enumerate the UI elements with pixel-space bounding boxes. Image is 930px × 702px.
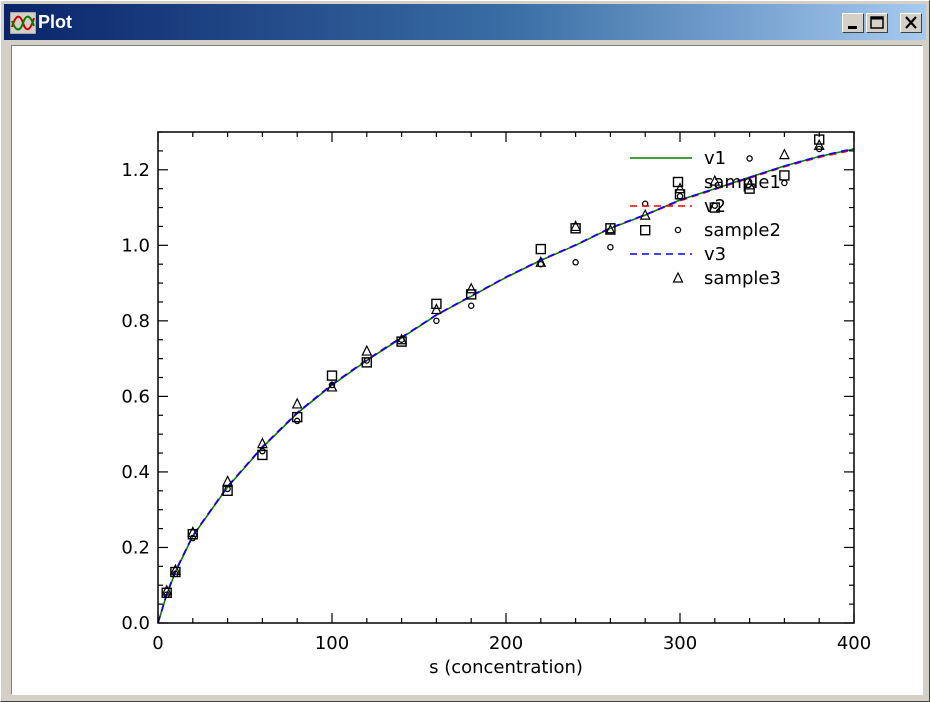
legend-label-sample3: sample3 [704,268,781,289]
data-point-sample1 [640,224,651,236]
x-axis-label: s (concentration) [429,657,583,678]
legend-label-v1: v1 [704,148,726,169]
plot-canvas-area: 0 100 200 300 400 0.0 0.2 0.4 0.6 0.8 1.0 1.2 v1 sam… [11,45,923,695]
data-point-sample2 [259,447,266,455]
series-line-v3 [157,147,855,624]
data-point-sample1 [466,289,477,300]
maximize-icon [870,16,884,29]
data-point-sample1 [431,298,442,310]
data-point-sample1 [187,529,199,540]
data-point-sample3 [639,208,651,220]
data-point-sample3 [161,584,173,596]
data-point-sample2 [781,179,788,187]
data-point-sample2 [711,202,719,209]
close-icon [905,16,917,29]
data-point-sample2 [433,317,440,325]
data-point-sample2 [293,417,301,425]
x-tick-label: 300 [663,633,697,654]
y-tick-label: 1.0 [121,235,150,256]
data-point-sample3 [744,178,756,190]
data-point-sample2 [467,302,475,309]
close-button[interactable] [900,13,922,33]
data-point-sample3 [430,303,442,315]
y-tick-label: 0.0 [121,613,150,634]
legend-swatch-sample3 [672,271,684,283]
legend-label-v3: v3 [704,244,726,265]
y-tick-label: 1.2 [121,160,150,181]
minimize-icon [848,26,857,29]
maximize-button[interactable] [866,13,888,33]
y-tick-label: 0.6 [121,386,150,407]
x-tick-label: 100 [315,633,349,654]
data-point-sample2 [224,485,231,493]
data-point-sample3 [604,223,616,235]
data-point-sample1 [292,411,303,423]
data-point-sample3 [535,255,547,267]
minimize-button[interactable] [842,13,864,33]
data-point-sample3 [187,526,199,537]
plot-app-icon [10,12,36,34]
title-bar[interactable]: Plot [4,4,926,40]
data-point-sample2 [572,259,579,266]
plot-frame [157,131,855,624]
data-point-sample2 [189,534,197,542]
data-point-sample2 [746,155,753,162]
data-point-sample3 [169,563,181,575]
legend-label-v2: v2 [704,196,726,217]
legend-label-sample1: sample1 [704,172,781,193]
x-tick-label: 400 [837,633,871,654]
data-point-sample2 [676,192,684,200]
data-point-sample1 [257,449,268,461]
data-point-sample3 [813,138,825,150]
data-point-sample1 [605,223,616,234]
y-tick-label: 0.4 [121,462,150,483]
data-point-sample2 [607,243,614,251]
x-tick-label: 0 [152,633,163,654]
data-point-sample3 [396,333,408,345]
data-point-sample3 [674,182,686,194]
data-point-sample3 [709,174,721,186]
data-point-sample3 [465,282,477,294]
legend-swatch-sample1 [672,176,684,188]
data-point-sample3 [222,475,234,486]
x-tick-label: 200 [489,633,523,654]
data-point-sample2 [363,357,371,364]
chart-svg: 0 100 200 300 400 0.0 0.2 0.4 0.6 0.8 1.0 1.2 v1 sam… [121,131,871,678]
y-tick-label: 0.2 [121,537,150,558]
data-point-sample3 [291,397,303,409]
window-title: Plot [38,12,72,32]
data-point-sample3 [256,437,268,449]
data-point-sample3 [326,380,338,392]
data-point-sample1 [779,170,790,181]
y-tick-label: 0.8 [121,311,150,332]
legend-swatch-sample2 [674,226,682,234]
data-point-sample1 [535,243,546,255]
data-point-sample3 [361,344,373,356]
data-point-sample1 [326,370,338,381]
data-point-sample1 [570,223,581,234]
data-point-sample3 [778,148,790,160]
legend-label-sample2: sample2 [704,220,781,241]
data-point-sample3 [570,220,582,232]
